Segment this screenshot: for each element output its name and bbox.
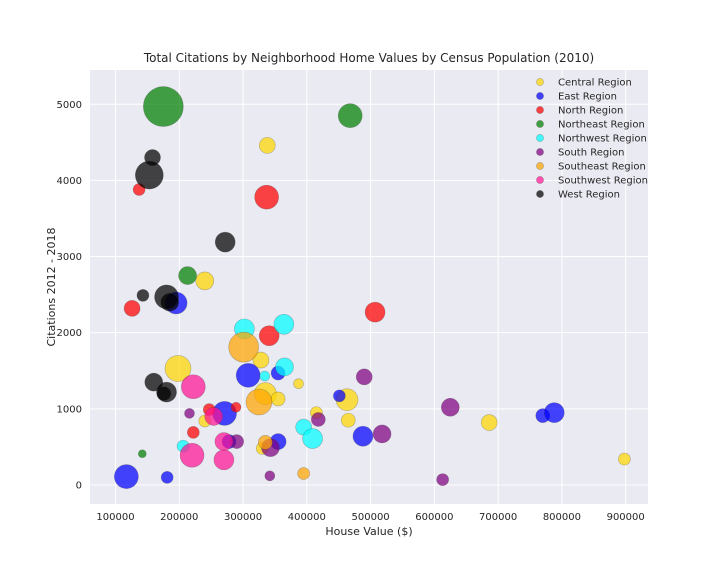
data-point — [178, 266, 197, 285]
data-point — [333, 389, 346, 403]
y-tick-label: 0 — [76, 480, 82, 491]
legend-marker — [536, 190, 544, 198]
data-point — [270, 391, 286, 407]
data-point — [264, 470, 276, 482]
data-point — [372, 424, 392, 444]
x-tick-label: 200000 — [160, 512, 198, 523]
data-point — [204, 407, 224, 426]
x-tick-label: 900000 — [607, 512, 645, 523]
legend-marker — [536, 78, 544, 86]
legend-marker — [536, 148, 544, 156]
data-point — [355, 368, 373, 386]
data-point — [259, 370, 271, 382]
x-tick-label: 300000 — [224, 512, 262, 523]
data-point — [160, 471, 174, 484]
data-point — [364, 301, 386, 323]
data-point — [213, 449, 235, 471]
data-points — [114, 86, 631, 489]
data-point — [436, 473, 449, 486]
legend-label: Southeast Region — [558, 162, 646, 173]
data-point — [297, 467, 310, 480]
data-point — [164, 355, 192, 382]
legend-label: Northwest Region — [558, 134, 647, 145]
x-tick-label: 700000 — [479, 512, 517, 523]
x-tick-label: 500000 — [352, 512, 390, 523]
legend: Central Region East Region North Region Nor… — [536, 78, 648, 201]
data-point — [311, 412, 326, 427]
data-point — [252, 351, 270, 369]
data-point — [337, 103, 363, 128]
data-point — [235, 363, 261, 388]
data-point — [480, 414, 498, 431]
data-point — [143, 86, 184, 127]
legend-marker — [536, 120, 544, 128]
y-tick-labels: 0 1000 2000 3000 4000 5000 — [57, 100, 82, 492]
legend-label: South Region — [558, 148, 624, 159]
y-axis-label: Citations 2012 - 2018 — [45, 227, 58, 346]
data-point — [352, 425, 374, 447]
series-northeast-region — [137, 86, 363, 459]
legend-marker — [536, 106, 544, 114]
legend-marker — [536, 92, 544, 100]
x-tick-labels: 100000 200000 300000 400000 500000 600000 7000… — [96, 512, 644, 523]
series-northwest-region — [176, 314, 323, 453]
data-point — [275, 357, 294, 377]
x-tick-label: 600000 — [415, 512, 453, 523]
x-axis-label: House Value ($) — [325, 525, 412, 538]
data-point — [302, 428, 323, 449]
data-point — [245, 388, 273, 416]
data-point — [254, 184, 279, 210]
data-point — [258, 435, 273, 450]
data-point — [293, 378, 304, 389]
data-point — [137, 449, 147, 459]
data-point — [135, 160, 164, 190]
series-southeast-region — [228, 331, 310, 480]
legend-label: Central Region — [558, 78, 632, 89]
data-point — [136, 289, 150, 302]
data-point — [195, 271, 215, 291]
data-point — [543, 402, 565, 423]
x-tick-label: 100000 — [96, 512, 134, 523]
y-tick-label: 3000 — [57, 252, 82, 263]
series-north-region — [123, 183, 386, 439]
series-west-region — [135, 149, 236, 403]
data-point — [214, 432, 234, 451]
legend-label: Southwest Region — [558, 176, 648, 187]
data-point — [114, 464, 139, 489]
data-point — [184, 408, 195, 419]
data-point — [441, 398, 460, 417]
chart-title: Total Citations by Neighborhood Home Val… — [143, 51, 594, 65]
data-point — [258, 137, 276, 154]
data-point — [156, 386, 172, 401]
data-point — [123, 300, 141, 317]
legend-marker — [536, 176, 544, 184]
data-point — [228, 331, 259, 363]
data-point — [230, 402, 242, 413]
x-tick-label: 800000 — [543, 512, 581, 523]
y-tick-label: 2000 — [57, 328, 82, 339]
data-point — [179, 442, 205, 468]
legend-label: West Region — [558, 190, 620, 201]
y-tick-label: 1000 — [57, 404, 82, 415]
data-point — [214, 231, 236, 253]
data-point — [340, 412, 356, 428]
data-point — [273, 314, 295, 335]
legend-marker — [536, 162, 544, 170]
series-south-region — [184, 368, 460, 486]
data-point — [258, 325, 280, 347]
y-tick-label: 4000 — [57, 176, 82, 187]
legend-label: Northeast Region — [558, 120, 645, 131]
series-southwest-region — [179, 374, 235, 471]
data-point — [187, 426, 200, 439]
legend-label: North Region — [558, 106, 623, 117]
legend-label: East Region — [558, 92, 617, 103]
data-point — [160, 292, 180, 312]
data-point — [181, 374, 206, 400]
x-tick-label: 400000 — [288, 512, 326, 523]
y-tick-label: 5000 — [57, 100, 82, 111]
data-point — [618, 452, 631, 466]
legend-marker — [536, 134, 544, 142]
